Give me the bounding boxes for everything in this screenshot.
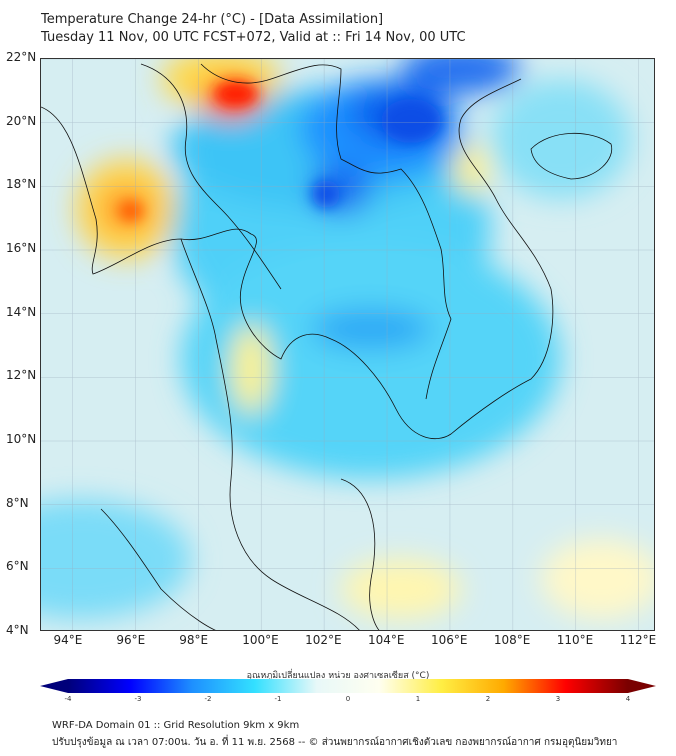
lon-tick-label: 102°E (305, 633, 342, 647)
colorbar-tick-label: -3 (134, 695, 142, 703)
lat-tick-label: 4°N (6, 623, 29, 637)
colorbar-tick-label: -4 (64, 695, 72, 703)
colorbar-tick-label: 0 (345, 695, 351, 703)
colorbar-tick-label: 3 (555, 695, 561, 703)
colorbar-tick-label: 1 (415, 695, 421, 703)
colorbar-tick-label: 2 (485, 695, 491, 703)
map-title: Temperature Change 24-hr (°C) - [Data As… (41, 12, 384, 27)
colorbar-title: อุณหภูมิเปลี่ยนแปลง หน่วย องศาเซลเซียส (… (246, 671, 430, 681)
gridlines (41, 59, 654, 630)
lon-tick-label: 94°E (53, 633, 83, 647)
lat-tick-label: 14°N (6, 304, 37, 319)
lon-tick-label: 106°E (430, 633, 468, 647)
colorbar (40, 679, 656, 693)
colorbar-low-extend (40, 679, 68, 693)
lon-tick-label: 96°E (116, 633, 146, 647)
lon-tick-label: 98°E (179, 633, 209, 647)
lat-tick-label: 18°N (6, 177, 37, 192)
lat-tick-label: 22°N (6, 50, 37, 64)
lon-tick-label: 100°E (242, 633, 279, 647)
colorbar-gradient (68, 679, 628, 693)
footer-model-info: WRF-DA Domain 01 :: Grid Resolution 9km … (52, 720, 300, 731)
lat-tick-label: 10°N (6, 432, 37, 446)
coastlines-borders (41, 63, 613, 630)
map-field (41, 59, 654, 630)
colorbar-tick-label: 4 (625, 695, 631, 703)
lon-tick-label: 108°E (493, 633, 531, 647)
footer-credit: ปรับปรุงข้อมูล ณ เวลา 07:00น. วัน อ. ที่… (52, 737, 618, 748)
lat-tick-label: 8°N (6, 495, 29, 510)
lat-tick-label: 16°N (6, 241, 37, 255)
colorbar-tick-label: -2 (204, 695, 212, 703)
colorbar-tick-label: -1 (274, 695, 282, 703)
lon-tick-label: 104°E (368, 633, 405, 647)
lat-tick-label: 12°N (6, 368, 37, 383)
lon-tick-label: 110°E (556, 633, 594, 647)
lat-tick-label: 20°N (6, 113, 37, 128)
colorbar-high-extend (628, 679, 656, 693)
lon-tick-label: 112°E (619, 633, 657, 647)
lat-tick-label: 6°N (6, 559, 29, 574)
temperature-change-map (40, 58, 655, 631)
map-subtitle: Tuesday 11 Nov, 00 UTC FCST+072, Valid a… (41, 30, 466, 45)
